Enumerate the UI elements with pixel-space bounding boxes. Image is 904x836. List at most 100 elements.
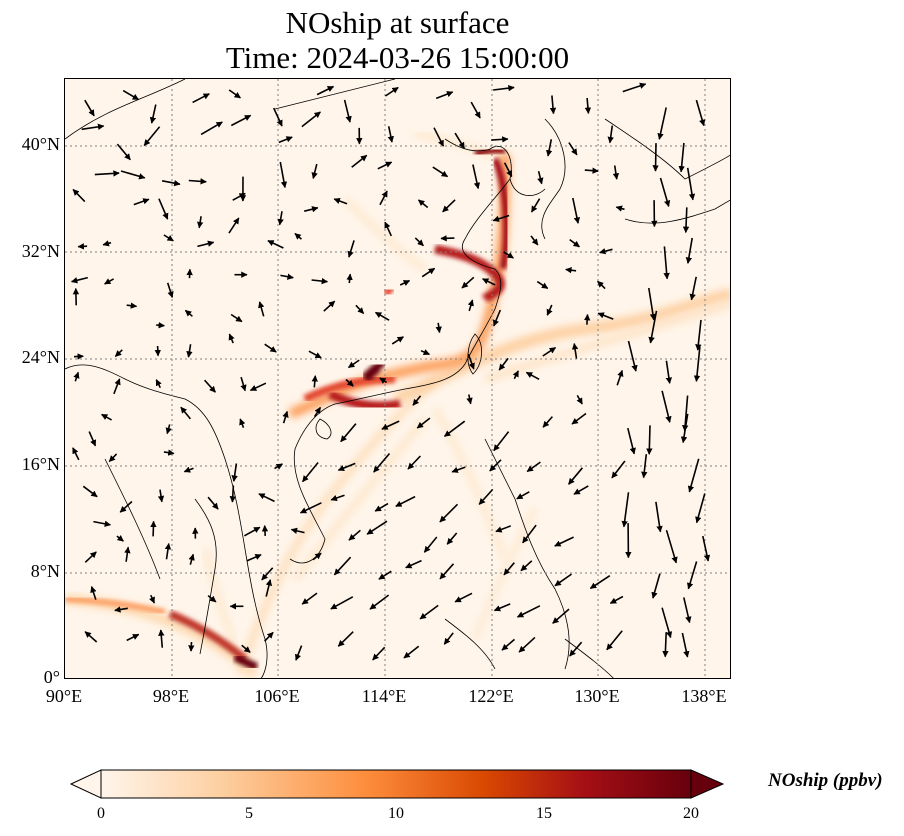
wind-arrow [546,304,553,316]
wind-arrow [432,166,449,178]
wind-arrow [467,353,475,370]
colorbar-tick-label: 5 [245,805,253,822]
wind-arrow [155,379,162,389]
wind-arrow [316,85,335,96]
wind-arrow [183,466,194,473]
wind-arrow [366,520,388,535]
wind-arrow [446,532,458,545]
wind-arrow [439,503,459,523]
wind-arrow [657,107,667,140]
wind-arrow [695,319,702,351]
wind-arrow [554,573,572,587]
wind-arrow [482,278,496,286]
wind-arrow [680,413,689,444]
wind-arrow [520,560,533,572]
wind-arrow [197,240,215,248]
wind-arrow [157,489,165,503]
wind-arrow [230,114,252,127]
wind-arrow [576,395,583,405]
wind-arrow [395,495,416,508]
map-subtitle-time: Time: 2024-03-26 15:00:00 [225,40,570,75]
wind-arrow [278,136,293,144]
wind-arrow [454,592,473,603]
wind-arrow [609,595,624,605]
wind-arrow [73,371,80,382]
wind-arrow [164,542,172,560]
wind-arrow [572,197,581,224]
wind-arrow [659,177,671,208]
wind-arrow [93,520,112,527]
wind-arrow [646,425,653,455]
wind-arrow [102,240,112,247]
wind-arrow [378,570,392,580]
colorbar [70,769,725,799]
wind-arrow [340,423,357,443]
wind-arrow [549,95,557,115]
wind-arrow [573,485,589,495]
wind-arrow [163,234,174,242]
wind-arrow [295,645,303,661]
lon-tick-label: 138°E [681,686,727,706]
wind-arrow [84,99,95,117]
wind-arrow [264,343,277,353]
wind-arrow [599,248,613,255]
wind-arrow [90,585,97,600]
colorbar-tick-label: 0 [97,805,105,822]
wind-arrow [200,121,223,136]
wind-arrow [345,378,354,387]
wind-arrow [104,278,114,285]
wind-arrow [451,466,466,473]
wind-arrow [412,395,422,406]
lat-tick-label: 16°N [21,454,60,474]
colorbar-label: NOship (ppbv) [768,770,883,791]
wind-arrow [94,170,120,177]
wind-arrow [419,604,439,620]
wind-arrow [188,178,207,185]
wind-arrow [230,313,243,323]
wind-arrow [384,221,393,237]
wind-arrow [163,449,175,456]
wind-arrow [439,563,455,580]
wind-arrow [384,86,399,97]
wind-arrow [133,198,150,206]
wind-arrow [501,638,516,651]
wind-arrow [461,276,475,289]
wind-arrow [584,167,599,174]
wind-arrow [246,553,262,562]
wind-arrow [124,546,131,562]
wind-arrow [301,461,319,483]
wind-arrow [554,536,574,547]
wind-arrow [622,82,647,93]
wind-arrow [347,359,360,369]
wind-arrow [417,199,429,209]
wind-arrow [648,287,657,321]
wind-arrow [351,154,368,168]
wind-arrow [503,562,515,576]
wind-arrow [526,461,541,473]
wind-arrow [569,641,583,657]
wind-arrow [702,535,711,562]
wind-arrow [374,311,390,321]
wind-arrow [597,280,606,290]
noship-concentration-field [65,131,730,678]
wind-arrow [330,494,345,501]
wind-arrow [343,99,352,123]
wind-arrow [525,371,540,381]
wind-arrow [379,377,388,384]
wind-arrow [114,606,128,613]
wind-arrow [84,631,98,643]
wind-arrow [589,575,611,590]
wind-arrow [377,161,393,170]
wind-arrow [552,608,570,624]
wind-arrow [143,126,161,147]
wind-arrow [240,376,247,392]
lon-tick-label: 114°E [361,686,407,706]
wind-arrow [108,453,118,463]
wind-arrow [569,238,580,248]
wind-arrow [606,630,623,651]
wind-arrow [373,452,391,473]
wind-arrow [685,237,693,264]
wind-arrow [571,412,587,425]
wind-arrow [301,111,321,128]
wind-arrow [81,123,105,131]
